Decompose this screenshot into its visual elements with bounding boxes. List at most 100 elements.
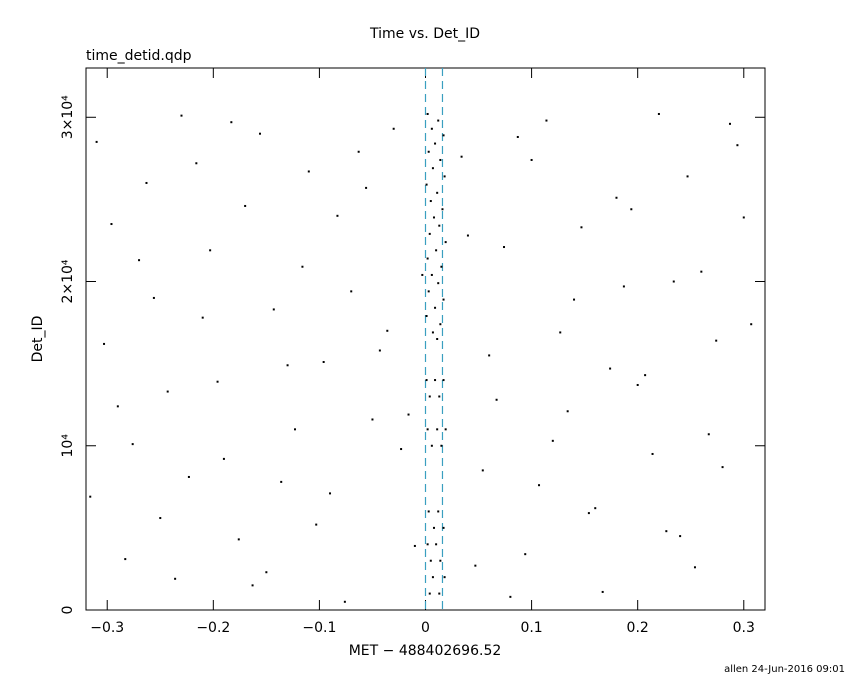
x-tick-label: 0.3 (733, 620, 755, 636)
point (622, 285, 625, 288)
point (438, 592, 441, 595)
x-tick-label: 0.2 (627, 620, 649, 636)
point (365, 186, 368, 189)
point (700, 270, 703, 273)
point (434, 142, 437, 145)
point (258, 132, 261, 135)
point (530, 158, 533, 161)
point (95, 140, 98, 143)
point (559, 331, 562, 334)
footer: allen 24-Jun-2016 09:01 (724, 664, 845, 675)
x-tick-label: −0.2 (196, 620, 230, 636)
point (431, 331, 434, 334)
point (386, 329, 389, 332)
point (425, 379, 428, 382)
point (400, 448, 403, 451)
point (707, 433, 710, 436)
point (350, 290, 353, 293)
point (343, 600, 346, 603)
point (439, 323, 442, 326)
point (222, 457, 225, 460)
point (307, 170, 310, 173)
point (426, 112, 429, 115)
point (131, 443, 134, 446)
point (145, 181, 148, 184)
point (538, 484, 541, 487)
point (443, 175, 446, 178)
point (495, 398, 498, 401)
point (434, 306, 437, 309)
point (329, 492, 332, 495)
point (201, 316, 204, 319)
point (195, 162, 198, 165)
y-tick-label: 2×10⁴ (60, 259, 76, 303)
point (601, 590, 604, 593)
point (728, 122, 731, 125)
point (615, 196, 618, 199)
point (651, 452, 654, 455)
point (432, 216, 435, 219)
point (413, 544, 416, 547)
point (430, 273, 433, 276)
x-tick-label: −0.1 (302, 620, 336, 636)
y-tick-label: 0 (60, 606, 76, 615)
point (630, 208, 633, 211)
point (110, 223, 113, 226)
point (488, 354, 491, 357)
point (435, 543, 438, 546)
point (428, 592, 431, 595)
point (439, 158, 442, 161)
point (516, 135, 519, 138)
point (426, 543, 429, 546)
point (442, 298, 445, 301)
point (439, 559, 442, 562)
point (481, 469, 484, 472)
point (152, 296, 155, 299)
point (657, 112, 660, 115)
x-axis-label: MET − 488402696.52 (349, 643, 502, 659)
y-axis-label: Det_ID (30, 316, 46, 363)
point (474, 564, 477, 567)
point (429, 559, 432, 562)
point (430, 444, 433, 447)
point (636, 383, 639, 386)
point (280, 480, 283, 483)
point (294, 428, 297, 431)
point (444, 428, 447, 431)
point (436, 428, 439, 431)
chart-title: Time vs. Det_ID (369, 26, 480, 42)
point (392, 127, 395, 130)
x-tick-label: −0.3 (90, 620, 124, 636)
point (187, 475, 190, 478)
point (545, 119, 548, 122)
point (378, 349, 381, 352)
point (437, 119, 440, 122)
point (89, 495, 92, 498)
point (742, 216, 745, 219)
point (251, 584, 254, 587)
point (426, 257, 429, 260)
point (272, 308, 275, 311)
point (371, 418, 374, 421)
point (430, 127, 433, 130)
point (715, 339, 718, 342)
chart-subtitle: time_detid.qdp (86, 48, 192, 64)
point (421, 273, 424, 276)
point (301, 265, 304, 268)
point (315, 523, 318, 526)
point (442, 526, 445, 529)
point (431, 167, 434, 170)
point (427, 510, 430, 513)
point (440, 265, 443, 268)
point (103, 342, 106, 345)
point (466, 234, 469, 237)
point (551, 439, 554, 442)
point (265, 571, 268, 574)
point (594, 507, 597, 510)
point (428, 232, 431, 235)
point (587, 512, 590, 515)
point (237, 538, 240, 541)
point (573, 298, 576, 301)
point (166, 390, 169, 393)
